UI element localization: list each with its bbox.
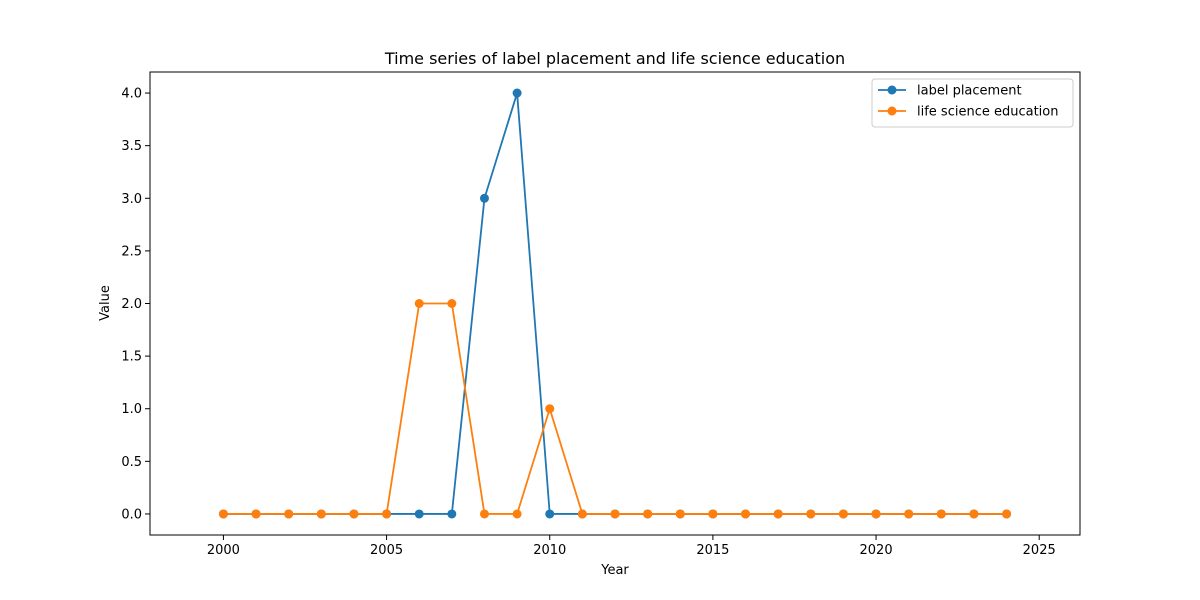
x-tick-label: 2010 xyxy=(533,543,566,558)
data-point xyxy=(1002,509,1012,519)
data-point xyxy=(675,509,685,519)
data-point xyxy=(904,509,914,519)
y-tick-label: 2.5 xyxy=(121,244,142,259)
data-point xyxy=(773,509,783,519)
plot-frame xyxy=(149,71,1081,536)
data-point xyxy=(382,509,392,519)
x-tick-label: 2025 xyxy=(1023,543,1056,558)
data-point xyxy=(643,509,653,519)
x-tick-label: 2020 xyxy=(860,543,893,558)
data-point xyxy=(806,509,816,519)
data-point xyxy=(741,509,751,519)
data-point xyxy=(414,299,424,308)
data-point xyxy=(316,509,326,519)
legend: label placement life science education xyxy=(871,78,1074,128)
y-axis-label: Value xyxy=(98,285,113,321)
data-point xyxy=(969,509,979,519)
legend-label: life science education xyxy=(917,105,1058,120)
y-tick-label: 1.5 xyxy=(121,350,142,365)
chart-title: Time series of label placement and life … xyxy=(384,49,845,68)
data-point xyxy=(251,509,261,519)
data-point xyxy=(545,404,555,414)
series-1 xyxy=(218,299,1012,519)
series-layer xyxy=(218,88,1012,519)
x-axis-label: Year xyxy=(600,563,629,578)
data-point xyxy=(512,88,522,98)
data-point xyxy=(708,509,718,519)
legend-marker xyxy=(887,85,897,95)
x-tick-label: 2005 xyxy=(370,543,403,558)
y-tick-label: 0.0 xyxy=(121,507,142,522)
y-tick-label: 2.0 xyxy=(121,297,142,312)
data-point xyxy=(512,509,522,519)
legend-item: life science education xyxy=(878,105,1058,120)
legend-box xyxy=(871,78,1074,128)
plot-area: 2000 2005 2010 2015 2020 2025 0.0 0.5 1.0 1.5 2.0 2… xyxy=(121,71,1081,558)
x-tick-label: 2015 xyxy=(696,543,729,558)
legend-item: label placement xyxy=(878,84,1022,99)
data-point xyxy=(577,509,587,519)
y-tick-label: 4.0 xyxy=(121,87,142,102)
data-point xyxy=(479,193,489,203)
data-point xyxy=(447,299,457,308)
data-point xyxy=(447,509,457,519)
data-point xyxy=(838,509,848,519)
data-point xyxy=(871,509,881,519)
data-point xyxy=(610,509,620,519)
y-tick-label: 1.0 xyxy=(121,402,142,417)
data-point xyxy=(936,509,946,519)
y-tick-label: 3.5 xyxy=(121,139,142,154)
data-point xyxy=(414,509,424,519)
data-point xyxy=(545,509,555,519)
y-tick-label: 3.0 xyxy=(121,192,142,207)
y-tick-label: 0.5 xyxy=(121,455,142,470)
data-point xyxy=(284,509,294,519)
legend-label: label placement xyxy=(917,84,1022,99)
data-point xyxy=(479,509,489,519)
data-point xyxy=(349,509,359,519)
x-tick-label: 2000 xyxy=(207,543,240,558)
legend-marker xyxy=(887,106,897,116)
data-point xyxy=(218,509,228,519)
